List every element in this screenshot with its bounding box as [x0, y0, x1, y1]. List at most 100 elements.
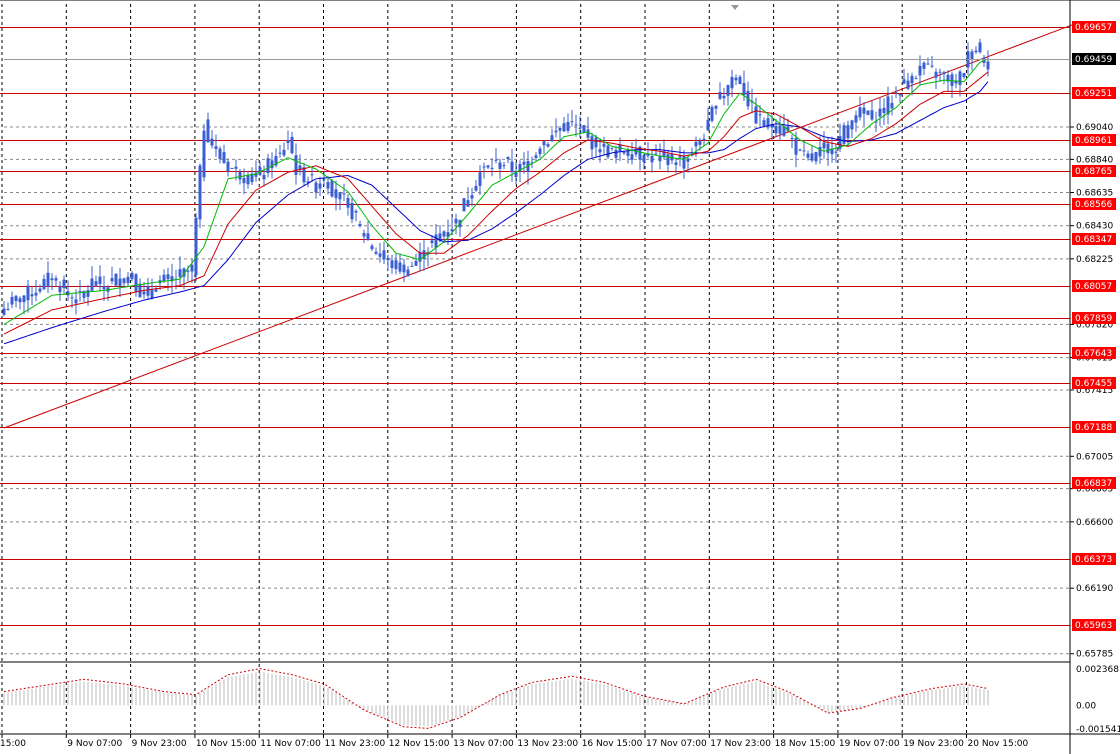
candle-body: [938, 71, 942, 73]
oscillator-signal: [3, 668, 989, 729]
level-label: 0.68765: [1075, 167, 1112, 177]
candle: [858, 96, 862, 121]
candle-body: [550, 135, 554, 142]
candle: [34, 279, 38, 302]
candle: [222, 144, 226, 164]
candle-body: [294, 155, 298, 175]
candle: [102, 275, 106, 301]
x-tick-label: 10 Nov 15:00: [196, 739, 257, 749]
candle: [22, 294, 26, 315]
candle: [434, 224, 438, 256]
candle: [778, 117, 782, 141]
candle-body: [394, 260, 398, 270]
candle-body: [322, 179, 326, 181]
x-tick-label: 20 Nov 15:00: [968, 739, 1029, 749]
candle: [250, 167, 254, 186]
level-label-box: [1072, 21, 1116, 33]
candle: [798, 148, 802, 152]
candle-body: [806, 153, 810, 158]
candle: [682, 149, 686, 179]
candle: [934, 68, 938, 90]
candle: [126, 272, 130, 287]
candle-body: [538, 148, 542, 155]
candle: [822, 131, 826, 159]
candle-body: [418, 251, 422, 262]
candle: [862, 102, 866, 126]
candle: [290, 131, 294, 155]
candle: [66, 280, 70, 302]
candle-body: [782, 126, 786, 136]
candle-body: [406, 269, 410, 277]
candle-body: [146, 286, 150, 296]
candle: [490, 158, 494, 177]
candle-body: [734, 77, 738, 81]
x-tick-label: 12 Nov 15:00: [389, 739, 450, 749]
candle-body: [666, 154, 670, 165]
candle-body: [70, 297, 74, 299]
candle-body: [770, 124, 774, 128]
level-label: 0.69657: [1075, 23, 1112, 33]
y-tick-label: 0.68635: [1076, 189, 1113, 199]
horizontal-levels: [0, 27, 1070, 626]
level-label-box: [1072, 553, 1116, 565]
candle-body: [522, 161, 526, 165]
candle-body: [582, 125, 586, 133]
candle: [502, 161, 506, 170]
candle: [454, 213, 458, 235]
x-tick-label: 17 Nov 07:00: [646, 739, 707, 749]
candle: [10, 291, 14, 309]
candle-body: [890, 102, 894, 109]
candle: [706, 107, 710, 131]
candle: [354, 209, 358, 222]
candle: [386, 254, 390, 271]
candle: [806, 150, 810, 161]
candle-body: [410, 265, 414, 267]
candle-body: [438, 233, 442, 242]
y-tick-label: 0.67820: [1076, 320, 1113, 330]
candle: [18, 296, 22, 310]
candle: [254, 160, 258, 182]
candle-body: [822, 142, 826, 149]
candle: [94, 275, 98, 287]
candle: [30, 287, 34, 305]
candle: [182, 267, 186, 290]
candle-body: [638, 146, 642, 160]
candle: [262, 165, 266, 187]
candle-body: [382, 250, 386, 260]
candle-body: [774, 125, 778, 134]
candle-body: [798, 149, 802, 151]
candle: [226, 158, 230, 177]
candle: [466, 187, 470, 207]
y-tick-label: 0.66805: [1076, 485, 1113, 495]
y-tick-label: 0.65785: [1076, 650, 1113, 660]
candle: [810, 145, 814, 163]
x-tick-label: 13 Nov 07:00: [453, 739, 514, 749]
candle: [74, 289, 78, 315]
candle-body: [254, 172, 258, 177]
candle-body: [722, 95, 726, 99]
candle-body: [310, 174, 314, 176]
level-label-box: [1072, 134, 1116, 146]
candle-body: [18, 298, 22, 303]
candle-body: [250, 173, 254, 183]
candle-body: [446, 232, 450, 237]
candle: [530, 156, 534, 168]
candle-body: [766, 118, 770, 128]
candle-body: [54, 278, 58, 281]
candle: [278, 144, 282, 158]
candle-body: [218, 148, 222, 159]
candle: [422, 240, 426, 271]
candle: [894, 86, 898, 99]
candle-body: [82, 290, 86, 298]
candle-body: [554, 130, 558, 133]
candle: [762, 117, 766, 128]
candle: [514, 161, 518, 185]
candle-body: [118, 278, 122, 287]
candle-body: [6, 308, 10, 310]
candle-body: [838, 136, 842, 149]
candle-body: [878, 108, 882, 117]
candle: [818, 136, 822, 164]
candle-body: [986, 61, 990, 70]
candle-body: [62, 279, 66, 289]
candle-body: [98, 276, 102, 284]
